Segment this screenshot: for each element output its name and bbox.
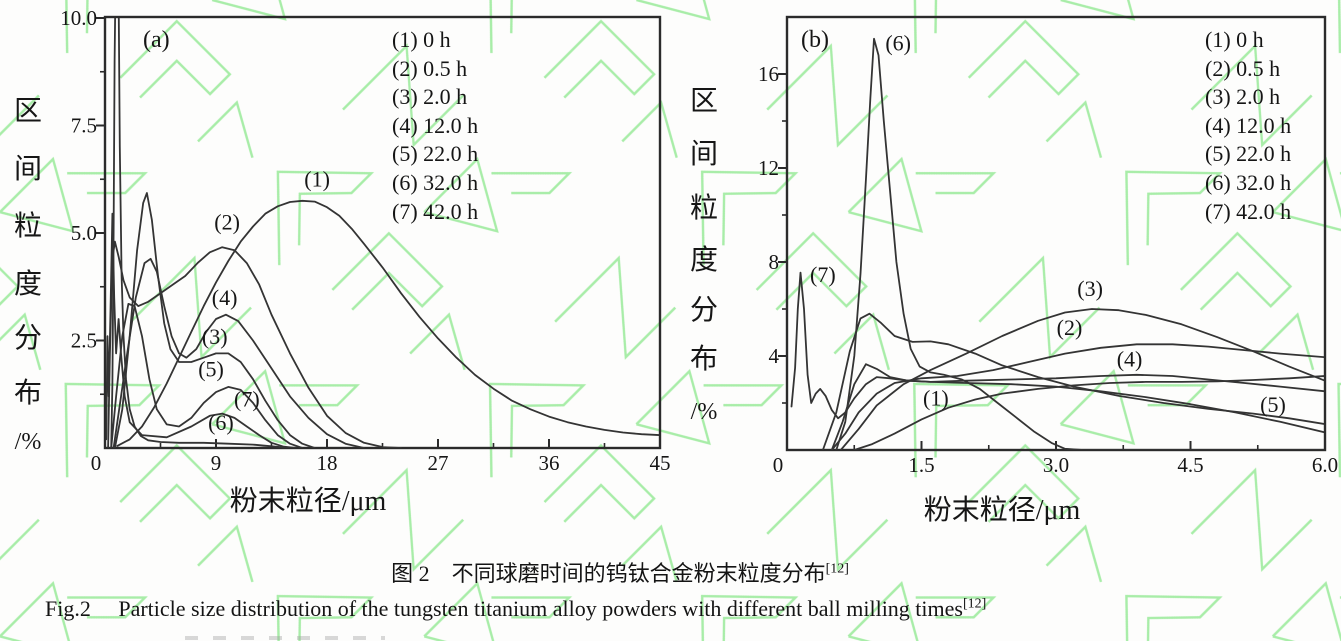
x-axis-title: 粉末粒径/μm <box>924 494 1081 526</box>
curve-label-4: (4) <box>212 285 238 310</box>
x-axis-title: 粉末粒径/μm <box>230 485 387 517</box>
panel-label: (a) <box>143 27 170 53</box>
caption-chinese-text: 图 2 不同球磨时间的钨钛合金粉末粒度分布 <box>391 561 826 586</box>
curve-label-3: (3) <box>1077 276 1103 301</box>
curve-label-5: (5) <box>1260 392 1286 417</box>
x-tick-label: 18 <box>316 451 337 475</box>
curve-label-5: (5) <box>198 357 224 382</box>
legend-item: (5) 22.0 h <box>392 141 479 167</box>
scan-artifact <box>185 636 385 640</box>
curve-label-2: (2) <box>1057 315 1083 340</box>
legend-item: (2) 0.5 h <box>1205 55 1281 81</box>
y-axis-title-char: 间 <box>690 138 718 170</box>
charts-canvas: 0 9 18 27 36 452.55.07.510.0区间粒度分布/%粉末粒径/μm(a… <box>14 6 1338 526</box>
x-tick-label: 3.0 <box>1043 453 1069 477</box>
legend-item: (6) 32.0 h <box>1205 169 1292 195</box>
curve-label-4: (4) <box>1117 347 1143 372</box>
y-axis-title-char: 间 <box>14 153 42 185</box>
caption-chinese-ref: [12] <box>825 561 849 577</box>
y-axis-title-char: 分 <box>14 323 42 354</box>
x-tick-label: 9 <box>211 451 222 475</box>
series-curve-2 <box>107 240 402 448</box>
y-tick-label: 10.0 <box>60 6 97 30</box>
curve-label-1: (1) <box>304 167 330 192</box>
y-axis-title-char: 粒 <box>690 192 718 224</box>
y-tick-label: 2.5 <box>71 329 97 353</box>
y-axis-title-char: 粒 <box>14 210 42 242</box>
x-tick-label: 0 <box>91 451 102 475</box>
y-axis-title-char: 度 <box>690 244 718 276</box>
legend-item: (7) 42.0 h <box>392 198 479 224</box>
legend-panel-a: (1) 0 h (2) 0.5 h (3) 2.0 h (4) 12.0 h (5) 2… <box>392 26 478 226</box>
x-tick-label: 45 <box>649 451 670 475</box>
legend-item: (2) 0.5 h <box>392 55 468 81</box>
panel-label: (b) <box>801 27 829 53</box>
legend-item: (3) 2.0 h <box>392 84 468 110</box>
legend-item: (4) 12.0 h <box>392 112 479 138</box>
y-axis-title-char: 度 <box>14 268 42 300</box>
y-axis-title-char: 布 <box>690 343 718 375</box>
y-axis-title-unit: /% <box>15 429 42 455</box>
caption-english-ref: [12] <box>962 596 987 612</box>
y-tick-label: 7.5 <box>71 114 97 138</box>
caption-english-text: Fig.2 Particle size distribution of the … <box>45 596 963 621</box>
curve-label-3: (3) <box>202 324 228 349</box>
legend-item: (5) 22.0 h <box>1205 141 1292 167</box>
plot-frame <box>103 15 662 450</box>
y-tick-label: 12 <box>758 156 779 180</box>
series-curve-2 <box>830 343 1324 450</box>
y-tick-label: 8 <box>769 250 780 274</box>
curves-group <box>106 18 659 448</box>
series-curve-4 <box>112 257 365 448</box>
series-curve-4 <box>830 363 1324 450</box>
curve-label-7: (7) <box>234 386 260 411</box>
x-tick-label: 4.5 <box>1177 453 1203 477</box>
curve-label-6: (6) <box>885 31 911 56</box>
legend-item: (1) 0 h <box>392 27 451 52</box>
y-axis-title-unit: /% <box>691 399 718 425</box>
x-tick-label: 0 <box>773 453 784 477</box>
y-axis-title-char: 布 <box>14 377 42 409</box>
y-axis-title-char: 区 <box>690 86 718 117</box>
y-axis-title-char: 分 <box>690 295 718 326</box>
y-tick-label: 5.0 <box>71 221 97 245</box>
legend-item: (4) 12.0 h <box>1205 112 1292 138</box>
y-tick-label: 16 <box>758 62 779 86</box>
curve-label-2: (2) <box>214 210 240 235</box>
caption-chinese: 图 2 不同球磨时间的钨钛合金粉末粒度分布[12] <box>0 556 1240 588</box>
x-tick-label: 36 <box>538 451 559 475</box>
curve-label-7: (7) <box>810 262 836 287</box>
x-tick-label: 6.0 <box>1312 453 1338 477</box>
legend-item: (1) 0 h <box>1205 27 1264 52</box>
x-tick-label: 27 <box>427 451 448 475</box>
legend-item: (3) 2.0 h <box>1205 84 1281 110</box>
legend-item: (6) 32.0 h <box>392 169 479 195</box>
curve-label-6: (6) <box>208 410 234 435</box>
y-tick-label: 4 <box>769 344 780 368</box>
series-curve-7 <box>790 271 1324 434</box>
y-axis-title-char: 区 <box>14 96 42 127</box>
legend-item: (7) 42.0 h <box>1205 198 1292 224</box>
curve-label-1: (1) <box>923 385 949 410</box>
caption-english: Fig.2 Particle size distribution of the … <box>45 591 986 623</box>
legend-panel-b: (1) 0 h (2) 0.5 h (3) 2.0 h (4) 12.0 h (5) 2… <box>1205 26 1291 226</box>
x-tick-label: 1.5 <box>908 453 934 477</box>
